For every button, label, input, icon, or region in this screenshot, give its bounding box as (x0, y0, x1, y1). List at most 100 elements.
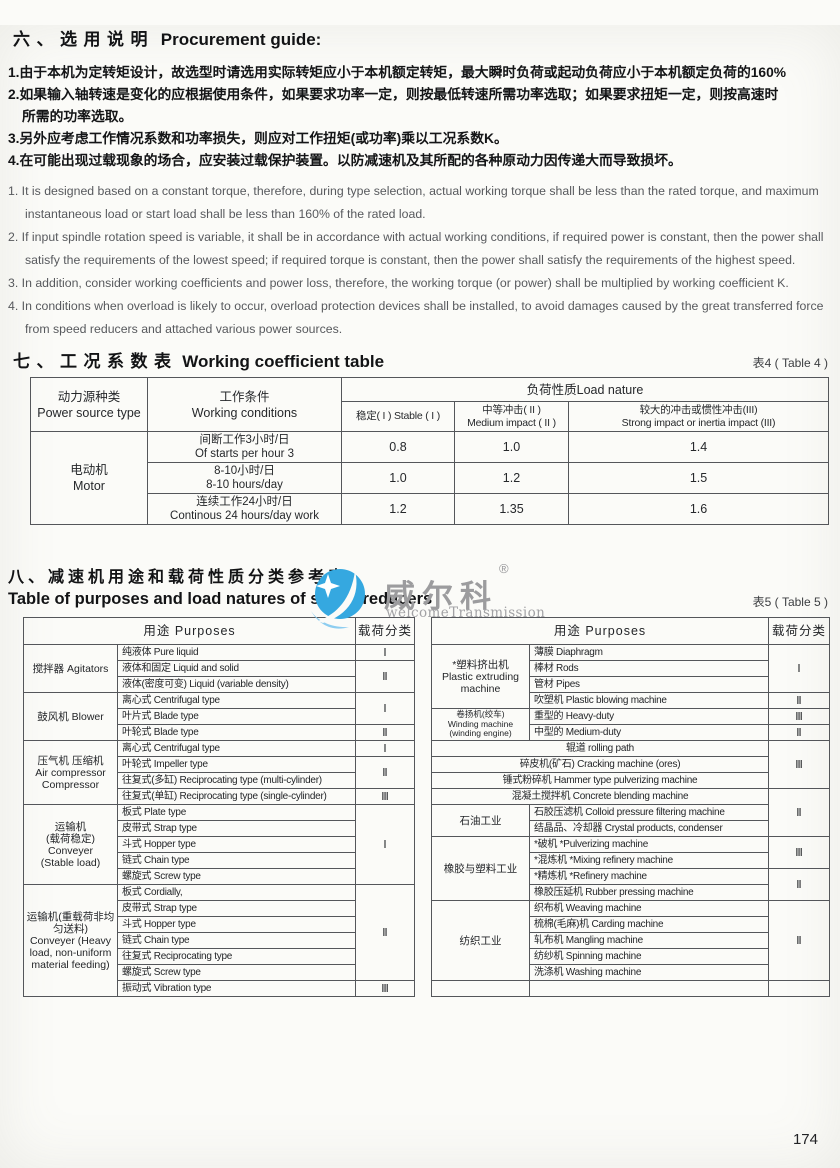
column-header: 载荷分类 (355, 617, 415, 645)
condition-cell: 间断工作3小时/日 Of starts per hour 3 (147, 431, 342, 463)
table-cell: Ⅱ (768, 788, 830, 837)
table-cell: Ⅱ (768, 724, 830, 741)
table-cell: 织布机 Weaving machine (529, 900, 769, 917)
table-cell: 洗涤机 Washing machine (529, 964, 769, 981)
procurement-notes-en: 1. It is designed based on a constant to… (8, 180, 834, 341)
heading-en: Working coefficient table (182, 352, 385, 371)
table-cell: Ⅰ (355, 644, 415, 661)
column-header: 载荷分类 (768, 617, 830, 645)
table-cell (529, 980, 769, 997)
table-cell: *塑料挤出机 Plastic extruding machine (431, 644, 530, 709)
catalog-page: { "procurement": { "heading_cn": "六、选用说明… (0, 25, 840, 1168)
table-cell: 石油工业 (431, 804, 530, 837)
table-cell: 纯液体 Pure liquid (117, 644, 356, 661)
purposes-tables: 用途 Purposes 载荷分类 搅拌器 Agitators 纯液体 Pure liq… (23, 617, 840, 997)
table-cell: Ⅱ (355, 724, 415, 741)
table4-label: 表4 ( Table 4 ) (752, 356, 828, 370)
value-cell: 0.8 (341, 431, 455, 463)
condition-cell: 连续工作24小时/日 Continous 24 hours/day work (147, 493, 342, 525)
purposes-heading-en: Table of purposes and load natures of sp… (8, 590, 433, 608)
working-coefficient-heading-row: 七、工况系数表 Working coefficient table 表4 ( T… (13, 347, 828, 372)
value-cell: 1.0 (454, 431, 569, 463)
table-cell: Ⅰ (355, 740, 415, 757)
table-row: 用途 Purposes 载荷分类 (431, 617, 830, 645)
table-cell: 轧布机 Mangling machine (529, 932, 769, 949)
cn-note-3: 3.另外应考虑工作情况系数和功率损失，则应对工作扭矩(或功率)乘以工况系数K。 (8, 131, 508, 146)
table-cell: 链式 Chain type (117, 932, 356, 949)
table-cell: 运输机 (载荷稳定) Conveyer (Stable load) (23, 804, 118, 885)
column-header: 用途 Purposes (431, 617, 769, 645)
heading-cn: 七、工况系数表 (13, 352, 178, 371)
procurement-notes-cn: 1.由于本机为定转矩设计，故选型时请选用实际转矩应小于本机额定转矩，最大瞬时负荷… (8, 62, 836, 172)
purposes-table-right: 用途 Purposes 载荷分类 *塑料挤出机 Plastic extruding … (431, 617, 830, 997)
page-number: 174 (792, 1131, 818, 1148)
en-note-1: 1. It is designed based on a constant to… (8, 184, 819, 221)
purposes-table-left: 用途 Purposes 载荷分类 搅拌器 Agitators 纯液体 Pure liq… (23, 617, 415, 997)
table-cell: 皮带式 Strap type (117, 820, 356, 837)
table-cell: Ⅰ (768, 644, 830, 693)
table-row: 液体和固定 Liquid and solid Ⅱ (24, 660, 415, 693)
working-coefficient-table: 动力源种类 Power source type 工作条件 Working con… (30, 377, 830, 525)
value-cell: 1.5 (567, 462, 830, 494)
table-row: 运输机(重载荷非均匀送料) Conveyer (Heavy load, non-… (23, 884, 415, 997)
table-cell: Ⅲ (768, 708, 830, 725)
table-cell: Ⅱ (355, 756, 415, 789)
table-cell: 离心式 Centrifugal type (117, 692, 356, 709)
table-cell: 棒材 Rods (529, 660, 769, 677)
table-row: 纺织工业 织布机 Weaving machine Ⅱ (431, 900, 830, 981)
table-cell: 往复式 Reciprocating type (117, 948, 356, 965)
table-cell: Ⅲ (768, 836, 830, 869)
column-header-stable: 稳定( I ) Stable ( I ) (341, 401, 455, 432)
table-cell: 往复式(单缸) Reciprocating type (single-cylin… (117, 788, 356, 805)
column-header: 用途 Purposes (23, 617, 356, 645)
table-cell: 叶片式 Blade type (117, 708, 356, 725)
table-row (431, 980, 830, 997)
column-header-working-conditions: 工作条件 Working conditions (147, 377, 342, 432)
column-header-strong-impact: 较大的冲击或惯性冲击(III) Strong impact or inertia… (567, 401, 830, 432)
table-row: 橡胶与塑料工业 *破机 *Pulverizing machine Ⅲ (431, 836, 830, 901)
en-note-3: 3. In addition, consider working coeffic… (8, 276, 789, 290)
table-cell: 梳棉(毛麻)机 Carding machine (529, 916, 769, 933)
table-row: 用途 Purposes 载荷分类 (23, 617, 415, 645)
table-row: 连续工作24小时/日 Continous 24 hours/day work 1… (31, 493, 830, 525)
table-cell: 混凝土搅拌机 Concrete blending machine (431, 788, 769, 805)
table-cell: 斗式 Hopper type (117, 916, 356, 933)
table-cell: 吹塑机 Plastic blowing machine (529, 692, 769, 709)
table-cell: 往复式(多缸) Reciprocating type (multi-cylind… (117, 772, 356, 789)
table-cell: 叶轮式 Impeller type (117, 756, 356, 773)
cn-note-2: 2.如果输入轴转速是变化的应根据使用条件，如果要求功率一定，则按最低转速所需功率… (8, 87, 779, 124)
table-cell: Ⅰ (355, 804, 415, 885)
table-row: 运输机 (载荷稳定) Conveyer (Stable load) 板式 Plat… (23, 804, 415, 885)
purposes-heading-cn: 八、减速机用途和载荷性质分类参考表 (8, 569, 349, 586)
table-cell: Ⅱ (355, 660, 415, 693)
table-cell: *破机 *Pulverizing machine (529, 836, 769, 853)
table-cell: Ⅲ (768, 740, 830, 789)
table-row: 8-10小时/日 8-10 hours/day 1.0 1.2 1.5 (31, 462, 830, 494)
table-cell: Ⅱ (768, 900, 830, 981)
table-cell: 橡胶压延机 Rubber pressing machine (529, 884, 769, 901)
table-cell: Ⅰ (355, 692, 415, 725)
table-cell: 运输机(重载荷非均匀送料) Conveyer (Heavy load, non-… (23, 884, 118, 997)
table-cell: 辊道 rolling path (431, 740, 769, 757)
column-header-medium-impact: 中等冲击( II ) Medium impact ( II ) (454, 401, 569, 432)
table-row: 混凝土搅拌机 Concrete blending machine Ⅱ (431, 788, 830, 837)
table-row: 辊道 rolling path Ⅲ (431, 740, 830, 789)
table-row: 叶轮式 Blade type Ⅱ (24, 724, 415, 741)
table-cell: 液体(密度可变) Liquid (variable density) (117, 676, 356, 693)
table-cell: *混炼机 *Mixing refinery machine (529, 852, 769, 869)
table-cell: 鼓风机 Blower (23, 692, 118, 741)
column-header-load-nature: 负荷性质Load nature (340, 377, 830, 402)
table-row: 石油工业 石胶压滤机 Colloid pressure filtering mac… (431, 804, 830, 837)
column-header-power-source: 动力源种类 Power source type (30, 377, 148, 432)
table-cell: 螺旋式 Screw type (117, 964, 356, 981)
value-cell: 1.4 (567, 431, 830, 463)
table-row: 搅拌器 Agitators 纯液体 Pure liquid Ⅰ (23, 644, 415, 693)
table-row: 压气机 压缩机 Air compressor Compressor 离心式 Cen… (23, 740, 415, 805)
table-cell: 管材 Pipes (529, 676, 769, 693)
table-row: 鼓风机 Blower 离心式 Centrifugal type Ⅰ (23, 692, 415, 741)
table-row: *塑料挤出机 Plastic extruding machine 薄膜 Diaph… (431, 644, 830, 709)
value-cell: 1.0 (341, 462, 455, 494)
table-row: 稳定( I ) Stable ( I ) 中等冲击( II ) Medium i… (31, 401, 830, 432)
table-cell: 搅拌器 Agitators (23, 644, 118, 693)
table-cell (768, 980, 830, 997)
